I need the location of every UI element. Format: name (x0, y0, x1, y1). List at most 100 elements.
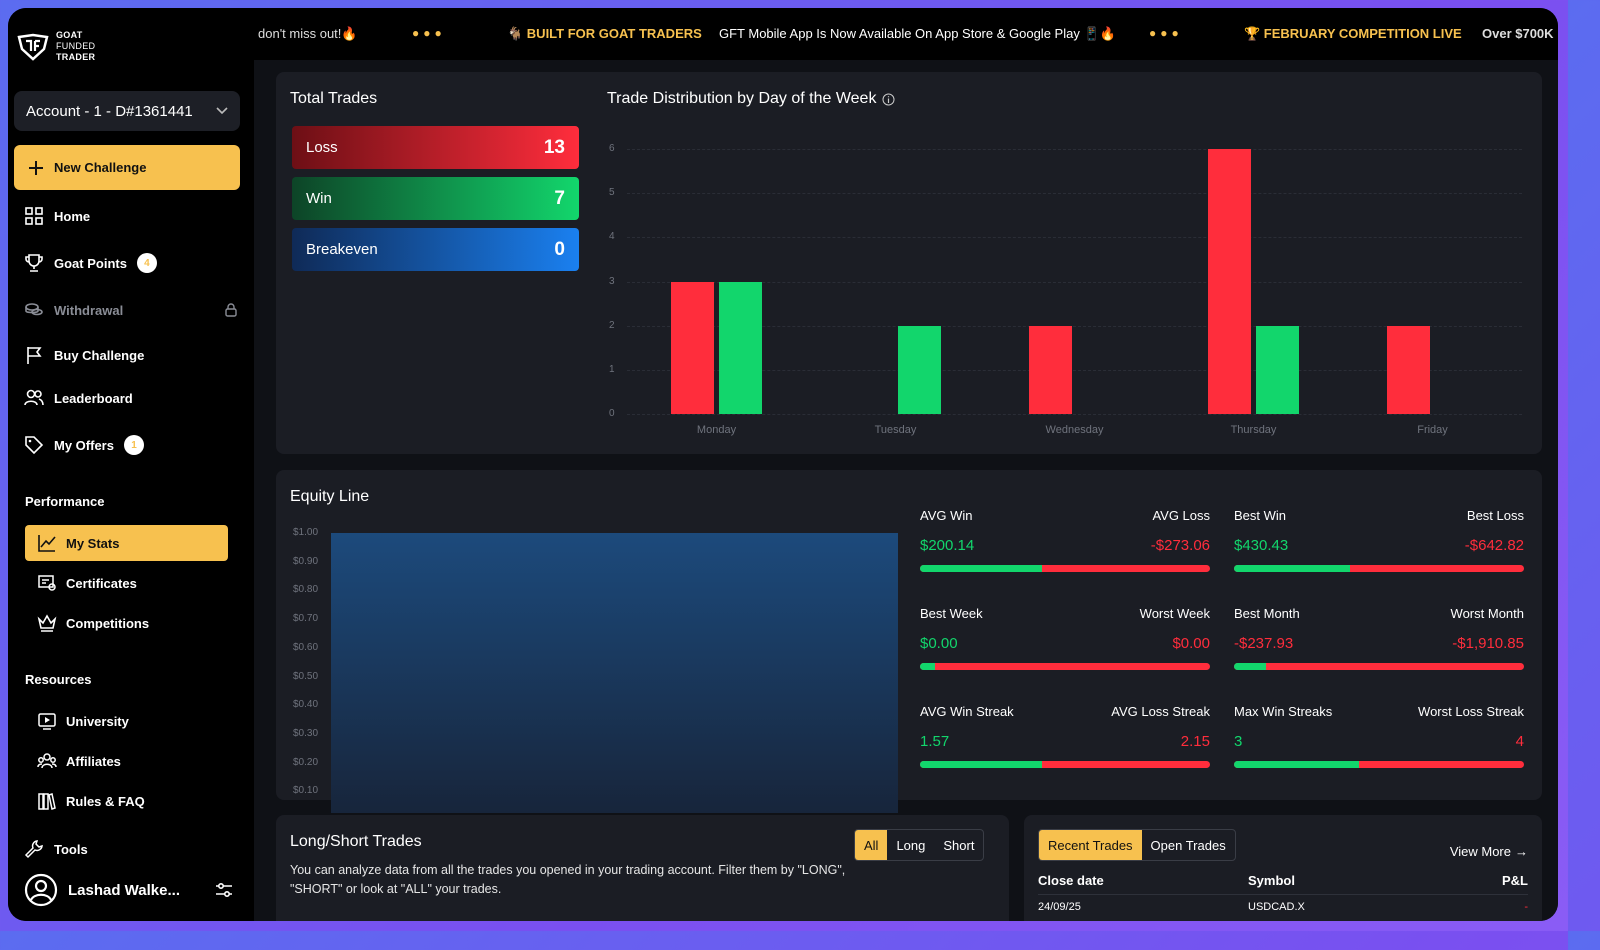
sidebar-item-goat-points[interactable]: Goat Points 4 (24, 251, 157, 275)
wrench-icon (24, 840, 43, 859)
chart-bar[interactable] (1029, 325, 1072, 414)
sidebar-item-label: Certificates (66, 575, 137, 591)
metric-ratio-bar (920, 761, 1210, 768)
plus-icon (29, 160, 43, 175)
resources-section-label: Resources (25, 672, 92, 687)
equity-y-tick: $0.30 (293, 727, 319, 739)
y-tick-label: 6 (609, 143, 615, 154)
chart-bar[interactable] (671, 281, 714, 414)
sidebar-item-label: Affiliates (66, 753, 121, 769)
sidebar-item-competitions[interactable]: Competitions (25, 605, 228, 641)
ticker-item: Over $700K (1482, 26, 1554, 41)
metric-right-value: 4 (1515, 733, 1524, 750)
metric-ratio-fill (920, 663, 935, 670)
grid-line (627, 325, 1522, 327)
metric-right-label: AVG Loss Streak (1111, 704, 1210, 719)
sidebar-item-rules-faq[interactable]: Rules & FAQ (25, 783, 228, 819)
loss-value: 13 (543, 136, 565, 158)
account-selector[interactable]: Account - 1 - D#1361441 (14, 91, 240, 131)
chart-bar[interactable] (1387, 325, 1430, 414)
metric-right-label: Worst Loss Streak (1418, 704, 1524, 719)
sidebar-item-label: Tools (54, 841, 88, 857)
ticker-item: don't miss out!🔥 (258, 26, 358, 41)
metric-pair: AVG Win AVG Loss $200.14 -$273.06 (920, 508, 1210, 572)
sidebar-item-my-stats[interactable]: My Stats (25, 525, 228, 561)
info-icon[interactable] (882, 93, 895, 106)
sidebar-item-label: University (66, 713, 129, 729)
sidebar-item-leaderboard[interactable]: Leaderboard (24, 386, 133, 410)
sidebar-item-label: Buy Challenge (54, 347, 145, 363)
metric-pair: Max Win Streaks Worst Loss Streak 3 4 (1234, 704, 1524, 768)
app-window: GOAT FUNDED TRADER Account - 1 - D#13614… (8, 8, 1558, 921)
tab-recent-trades[interactable]: Recent Trades (1039, 830, 1142, 860)
row-date: 24/09/25 (1038, 901, 1081, 913)
x-tick-label: Tuesday (874, 424, 917, 436)
new-challenge-button[interactable]: New Challenge (14, 145, 240, 190)
sidebar-item-tools[interactable]: Tools (24, 837, 88, 861)
filter-all[interactable]: All (855, 830, 888, 860)
metric-ratio-fill (1234, 565, 1350, 572)
sidebar-item-label: Competitions (66, 615, 150, 631)
sidebar-item-buy-challenge[interactable]: Buy Challenge (24, 343, 144, 367)
performance-section-label: Performance (25, 494, 105, 509)
y-tick-label: 2 (609, 319, 615, 331)
win-value: 7 (554, 187, 565, 209)
metric-right-value: $0.00 (1172, 635, 1210, 652)
metric-left-label: AVG Win (920, 508, 973, 523)
tab-open-trades[interactable]: Open Trades (1150, 837, 1226, 853)
goat-logo-icon (17, 33, 49, 61)
chart-bar[interactable] (719, 281, 762, 414)
sidebar-item-home[interactable]: Home (24, 204, 90, 228)
user-name: Lashad Walke... (68, 881, 180, 899)
filter-short[interactable]: Short (943, 837, 975, 853)
filter-long[interactable]: Long (896, 837, 926, 853)
user-profile[interactable]: Lashad Walke... (24, 872, 234, 908)
y-tick-label: 3 (609, 275, 615, 287)
metric-pair: Best Week Worst Week $0.00 $0.00 (920, 606, 1210, 670)
metric-right-label: Best Loss (1466, 508, 1524, 523)
equity-y-tick: $0.70 (293, 613, 319, 625)
sidebar-item-affiliates[interactable]: Affiliates (25, 743, 228, 779)
breakeven-stat: Breakeven 0 (292, 228, 579, 271)
ticker-separator: ●●● (412, 26, 446, 40)
sidebar-item-my-offers[interactable]: My Offers 1 (24, 433, 144, 457)
metric-right-value: -$642.82 (1464, 537, 1524, 554)
y-tick-label: 4 (609, 231, 615, 243)
video-icon (38, 713, 56, 730)
chart-bar[interactable] (1256, 325, 1299, 414)
equity-area (331, 533, 898, 813)
brand-line1: GOAT (56, 30, 83, 40)
chart-bar[interactable] (1208, 149, 1251, 414)
distribution-title-wrap: Trade Distribution by Day of the Week (607, 90, 895, 108)
sidebar-item-label: Leaderboard (54, 390, 133, 406)
grid-icon (25, 207, 43, 225)
certificate-icon (38, 575, 56, 591)
row-pnl: - (1524, 901, 1528, 913)
equity-y-tick: $0.60 (293, 641, 319, 653)
metric-right-label: Worst Month (1450, 606, 1524, 621)
table-row[interactable]: 24/09/25 USDCAD.X - (1038, 901, 1528, 921)
equity-y-tick: $0.20 (293, 756, 319, 768)
brand-line3: TRADER (56, 52, 96, 62)
metric-right-label: AVG Loss (1152, 508, 1210, 523)
sidebar-item-label: My Offers (54, 437, 114, 453)
metric-left-label: Best Month (1234, 606, 1300, 621)
metric-left-value: 1.57 (920, 733, 950, 750)
metric-ratio-fill (920, 565, 1042, 572)
metric-right-value: -$273.06 (1150, 537, 1210, 554)
sidebar-item-university[interactable]: University (25, 703, 228, 739)
view-more-label: View More (1449, 844, 1511, 859)
sidebar-item-withdrawal[interactable]: Withdrawal (24, 298, 239, 322)
brand-logo[interactable]: GOAT FUNDED TRADER (16, 30, 95, 63)
equity-y-tick: $1.00 (293, 527, 319, 538)
sidebar-item-certificates[interactable]: Certificates (25, 565, 228, 601)
arrow-right-icon: → (1515, 844, 1528, 859)
sliders-icon[interactable] (214, 880, 234, 900)
brand-name: GOAT FUNDED TRADER (56, 30, 95, 63)
distribution-title: Trade Distribution by Day of the Week (607, 90, 877, 107)
metric-ratio-fill (1234, 663, 1266, 670)
view-more-link[interactable]: View More → (1450, 844, 1528, 859)
metric-left-value: -$237.93 (1234, 635, 1294, 652)
col-pnl: P&L (1502, 873, 1528, 888)
chart-bar[interactable] (898, 325, 941, 414)
